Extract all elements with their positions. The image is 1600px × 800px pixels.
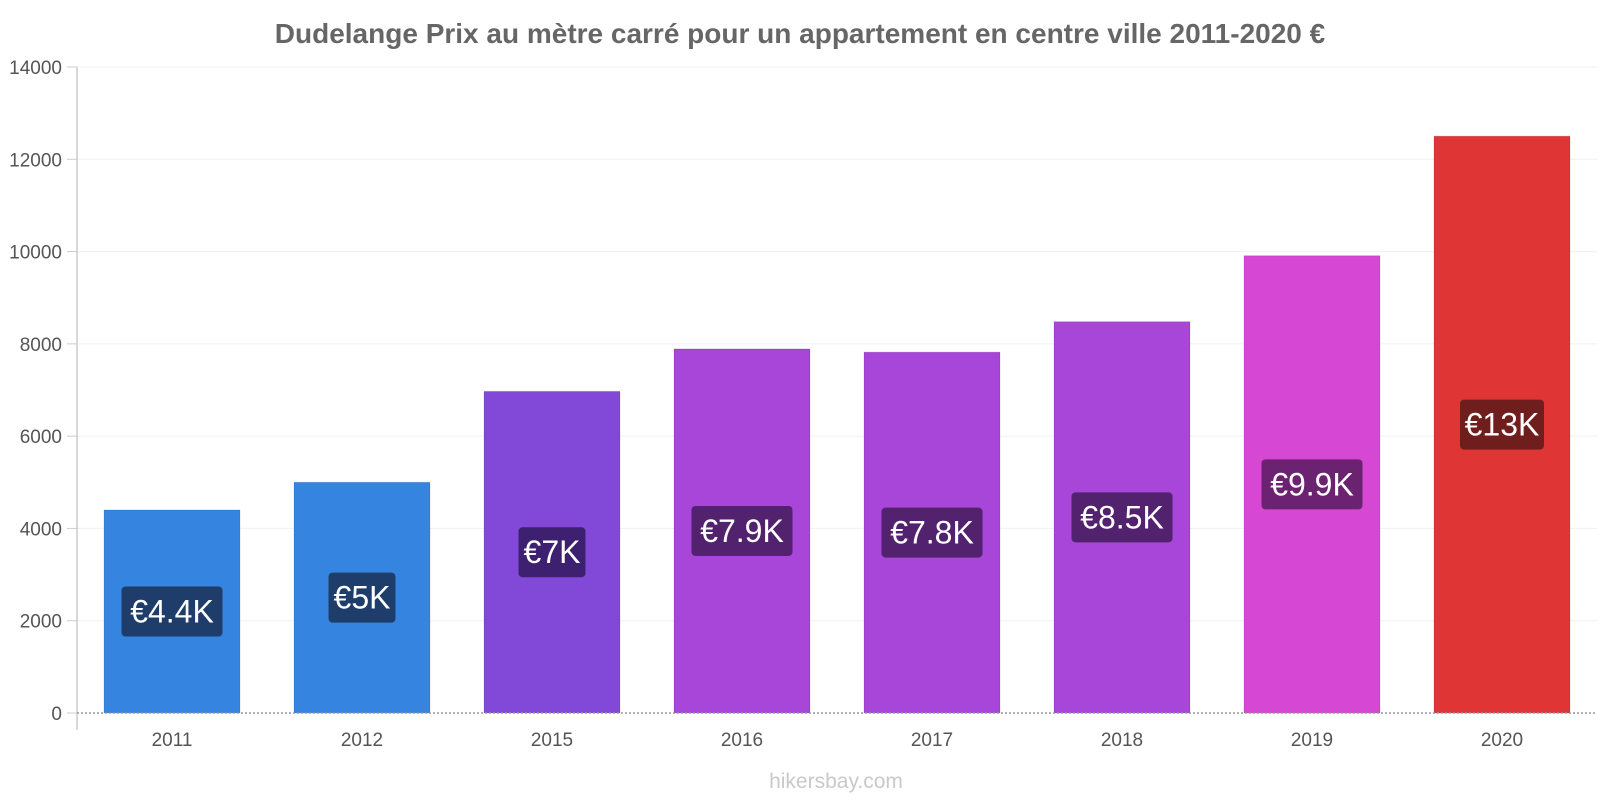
y-tick-label: 10000 — [9, 243, 62, 264]
chart-title: Dudelange Prix au mètre carré pour un ap… — [275, 18, 1326, 49]
data-label-box — [1460, 399, 1544, 450]
data-label: €7.9K — [700, 513, 784, 549]
bars: €4.4K €5K €7K €7.9K €7.8K €8.5K €9.9K €13K — [103, 135, 1571, 714]
data-label: €7.8K — [890, 515, 974, 551]
x-axis: 2011 2012 2015 2016 2017 2018 2019 2020 — [77, 712, 1597, 751]
y-tick-label: 0 — [51, 704, 62, 725]
x-tick-label: 2019 — [1291, 730, 1333, 751]
data-label: €5K — [334, 580, 391, 616]
x-tick-label: 2020 — [1481, 730, 1523, 751]
data-label: €7K — [524, 534, 581, 570]
source-credit: hikersbay.com — [769, 770, 903, 793]
y-tick-label: 6000 — [20, 427, 62, 448]
data-label-box — [121, 586, 223, 637]
data-label-box — [691, 505, 793, 556]
y-axis: 0 2000 4000 6000 8000 10000 12000 14000 — [9, 58, 78, 730]
y-tick-label: 14000 — [9, 58, 62, 79]
data-label: €8.5K — [1080, 499, 1164, 535]
y-tick-label: 8000 — [20, 335, 62, 356]
data-label: €13K — [1465, 407, 1540, 443]
x-tick-label: 2016 — [721, 730, 763, 751]
y-tick-label: 12000 — [9, 150, 62, 171]
data-label-box — [1071, 492, 1173, 543]
data-label: €4.4K — [130, 593, 214, 629]
data-label: €9.9K — [1270, 466, 1354, 502]
x-tick-label: 2018 — [1101, 730, 1143, 751]
y-tick-label: 2000 — [20, 612, 62, 633]
x-tick-label: 2011 — [152, 730, 193, 751]
x-tick-label: 2015 — [531, 730, 573, 751]
x-tick-label: 2017 — [911, 730, 953, 751]
data-label-box — [518, 527, 586, 578]
data-label-box — [328, 572, 396, 623]
x-tick-label: 2012 — [341, 730, 383, 751]
data-label-box — [881, 507, 983, 558]
data-label-box — [1261, 459, 1363, 510]
y-tick-label: 4000 — [20, 519, 62, 540]
